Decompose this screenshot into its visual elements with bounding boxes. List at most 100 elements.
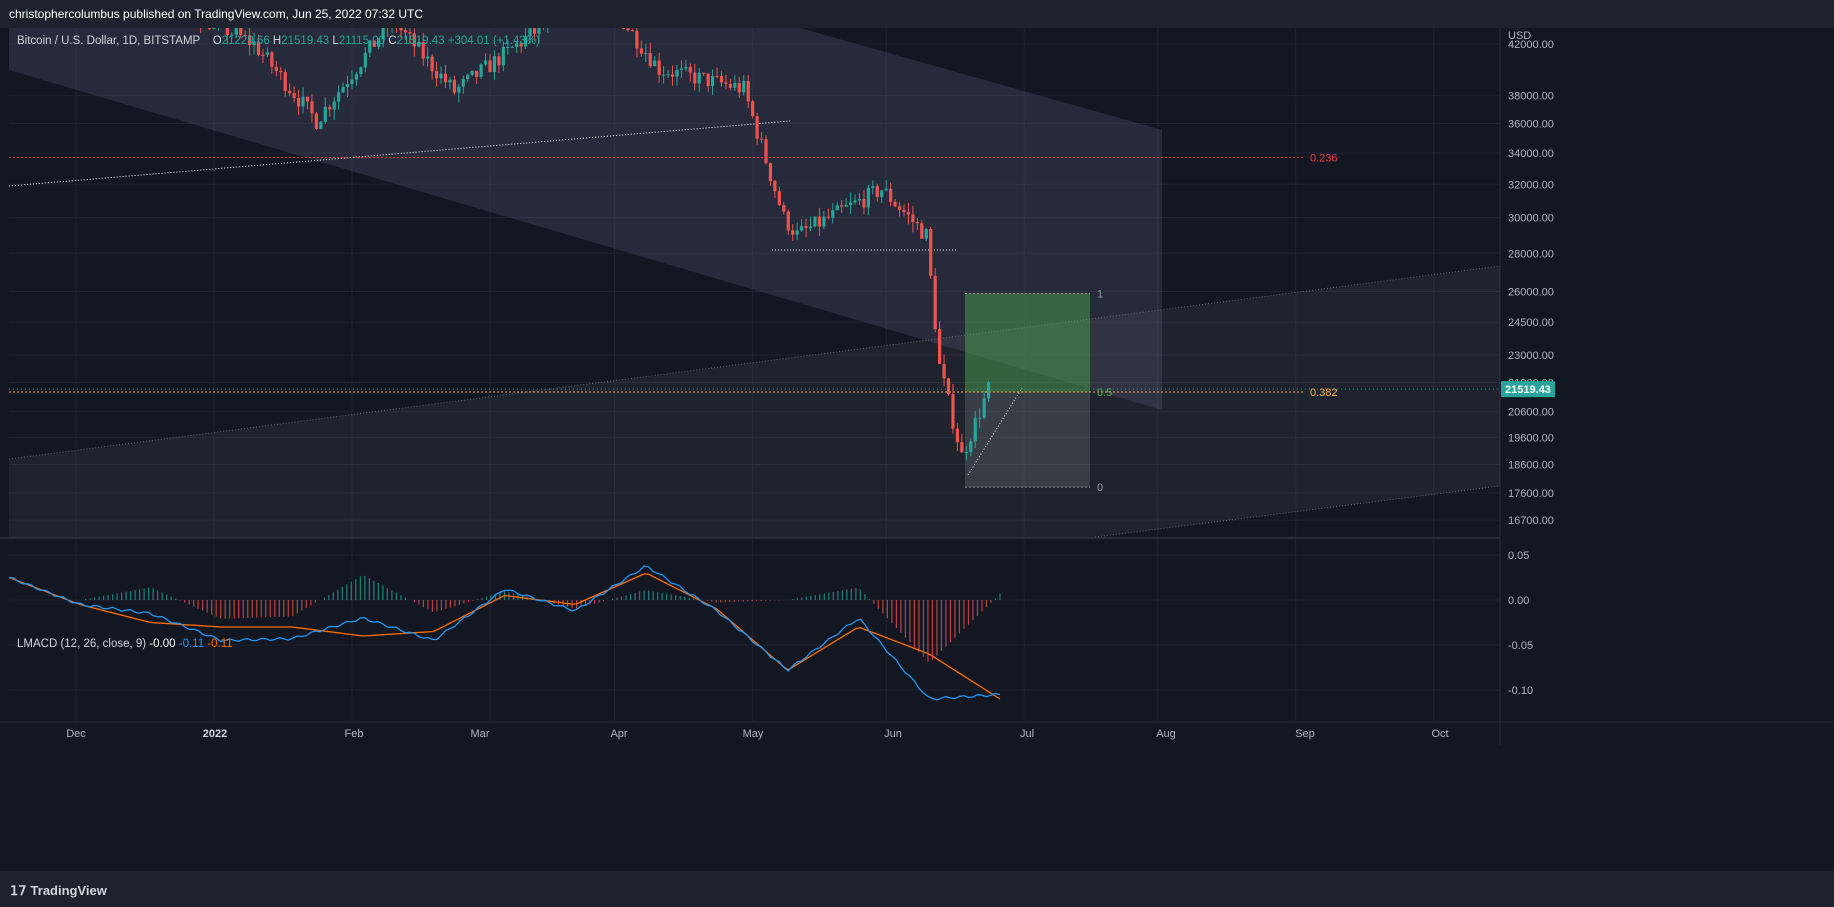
price-legend: Bitcoin / U.S. Dollar, 1D, BITSTAMP O212… [17,35,540,47]
candle-body [403,30,408,33]
candle-body [225,28,229,36]
candle-body [728,83,732,88]
candle-body [381,28,385,40]
candle-body [742,80,746,93]
tradingview-logo[interactable]: 𝟣𝟩 TradingView [10,883,107,899]
candle-body [621,28,626,29]
candle-body [684,66,688,69]
fib-0236-label: 0.236 [1310,153,1338,165]
candle-body [893,201,897,207]
candle-body [515,43,519,47]
macd-tick-label: -0.10 [1508,685,1533,697]
candle-body [626,28,630,31]
price-tick-label: 28000.00 [1508,248,1554,260]
price-tick-label: 38000.00 [1508,91,1554,103]
candle-body [532,28,537,34]
candle-body [412,33,416,47]
channel-lower-line [1094,485,1501,538]
candle-body [648,53,652,67]
candle-body [751,101,755,117]
candle-body [630,30,635,32]
open-label: O [212,35,222,47]
candle-body [475,70,479,77]
candle-body [292,93,296,99]
candle-body [978,417,982,419]
price-tick-label: 20600.00 [1508,407,1554,419]
candle-body [524,36,528,47]
candle-body [693,72,697,84]
candle-body [319,121,323,130]
candle-body [773,180,777,192]
candle-body [510,46,514,48]
price-tick-label: 32000.00 [1508,179,1554,191]
candle-body [746,80,750,102]
change-value: +304.01 (+1.43%) [447,35,540,47]
candle-body [724,82,728,84]
candle-body [256,41,261,55]
candle-body [933,275,937,330]
price-tick-label: 30000.00 [1508,213,1554,225]
price-tick-label: 34000.00 [1508,148,1554,160]
time-tick-label: Oct [1431,728,1448,740]
candle-body [679,68,684,71]
candle-body [372,40,376,47]
drawings[interactable] [8,28,1501,538]
candle-body [853,200,857,203]
candle-body [840,205,844,207]
candle-body [466,74,470,80]
candle-body [430,56,434,72]
candle-body [443,73,448,83]
candle-body [902,209,906,213]
candle-body [897,206,902,210]
currency-label: USD [1508,30,1531,42]
time-tick-label: Jul [1020,728,1034,740]
candle-body [844,205,848,207]
candle-body [866,187,870,208]
price-tick-label: 42000.00 [1508,39,1554,51]
plot-background [0,28,1834,871]
candle-body [434,71,439,79]
candle-body [323,106,327,122]
candle-body [955,428,960,443]
candle-body [857,198,862,201]
symbol-title[interactable]: Bitcoin / U.S. Dollar, 1D, BITSTAMP [17,35,200,47]
macd-line-value: -0.11 [178,638,205,650]
tradingview-brand: TradingView [30,883,107,898]
macd-title[interactable]: LMACD (12, 26, close, 9) [17,638,147,650]
candle-body [942,363,946,379]
price-tick-label: 16700.00 [1508,515,1554,527]
candle-body [270,52,274,67]
candle-body [764,139,768,164]
candle-body [777,191,781,206]
zone-mid-label: 0.5 [1097,387,1112,399]
candle-body [359,67,363,75]
candle-body [261,54,265,56]
candle-body [519,43,523,47]
descending-channel [9,28,1162,410]
zone-top-label: 1 [1097,289,1103,301]
candle-body [265,52,270,55]
macd-tick-label: 0.05 [1508,550,1529,562]
candle-body [808,226,813,229]
candle-body [354,74,359,80]
footer: 𝟣𝟩 TradingView [0,871,1834,907]
candle-body [768,163,773,181]
time-tick-label: 2022 [203,728,227,740]
candle-body [230,34,234,36]
candle-body [439,73,443,79]
candle-body [706,73,710,87]
candle-body [363,52,367,68]
rising-trendline [967,387,1023,476]
candle-body [719,76,724,83]
zone-bottom-label: 0 [1097,482,1103,494]
candle-body [986,382,991,399]
candle-body [248,35,252,46]
candle-body [759,138,764,140]
time-tick-label: Mar [471,728,490,740]
candle-body [822,216,826,227]
candle-body [252,41,256,46]
low-value: 21115.00 [338,35,386,47]
candle-body [982,398,986,418]
candle-body [274,66,278,71]
